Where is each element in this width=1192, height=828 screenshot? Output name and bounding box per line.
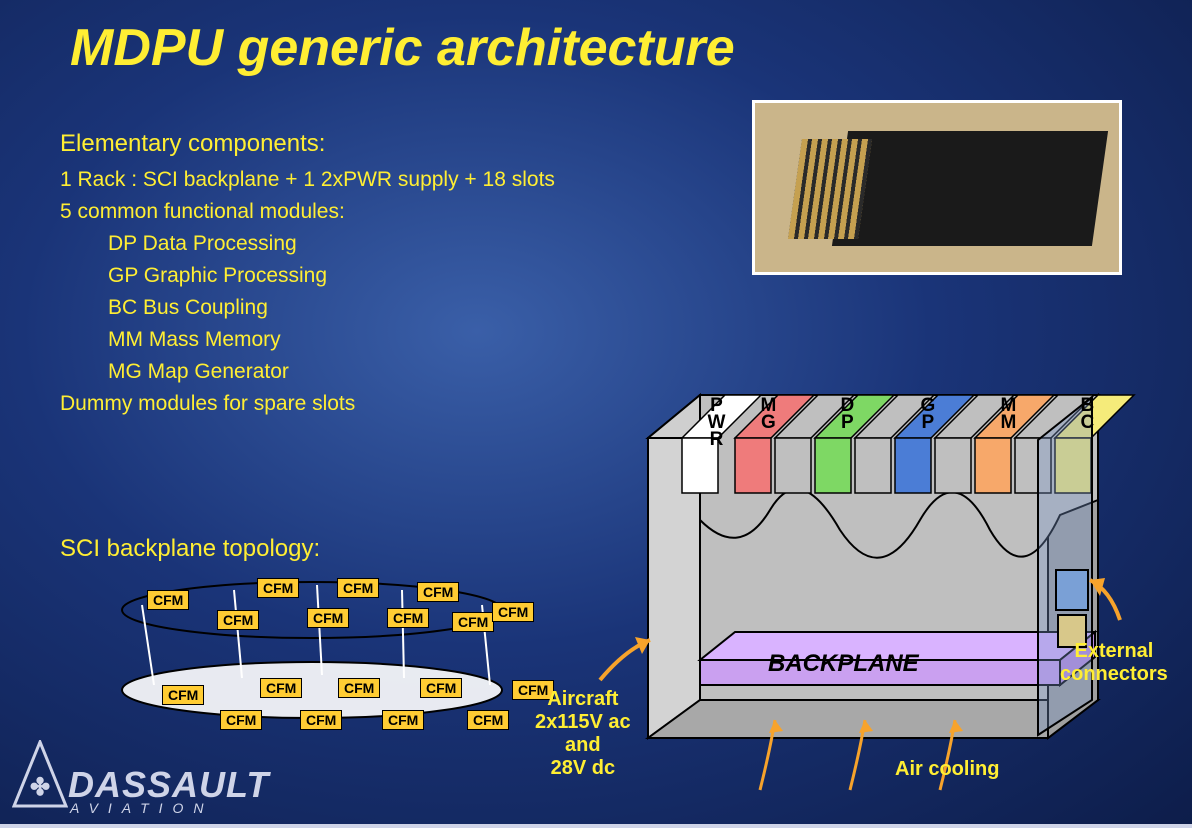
cfm-node: CFM — [220, 710, 262, 730]
annot-ext-conn: Externalconnectors — [1060, 640, 1168, 686]
cfm-node: CFM — [147, 590, 189, 610]
cfm-node: CFM — [338, 678, 380, 698]
slide-title: MDPU generic architecture — [70, 18, 735, 78]
cfm-node: CFM — [300, 710, 342, 730]
slot-label: GP — [921, 397, 936, 431]
line-rack: 1 Rack : SCI backplane + 1 2xPWR supply … — [60, 168, 580, 192]
mod-gp: GP Graphic Processing — [108, 264, 580, 288]
cfm-node: CFM — [217, 610, 259, 630]
annot-power: Aircraft2x115V acand28V dc — [535, 688, 631, 780]
slot-label: MG — [761, 397, 777, 431]
cfm-node: CFM — [382, 710, 424, 730]
mod-bc: BC Bus Coupling — [108, 296, 580, 320]
footer-line — [0, 824, 1192, 828]
heading-topology: SCI backplane topology: — [60, 535, 320, 563]
mod-mg: MG Map Generator — [108, 360, 580, 384]
slot-top — [815, 395, 894, 438]
cfm-node: CFM — [162, 685, 204, 705]
slot-label: MM — [1001, 397, 1017, 431]
cfm-node: CFM — [492, 602, 534, 622]
cfm-node: CFM — [260, 678, 302, 698]
heading-components: Elementary components: — [60, 130, 580, 158]
cfm-node: CFM — [452, 612, 494, 632]
slot-label: BC — [1081, 397, 1095, 431]
logo-triangle-icon: ✤ — [12, 740, 68, 810]
left-column: Elementary components: 1 Rack : SCI back… — [60, 130, 580, 424]
slot-label: PWR — [708, 397, 726, 448]
backplane-label: BACKPLANE — [768, 650, 919, 678]
mod-mm: MM Mass Memory — [108, 328, 580, 352]
cfm-node: CFM — [307, 608, 349, 628]
slot-top — [1055, 395, 1134, 438]
cfm-node: CFM — [337, 578, 379, 598]
mod-dp: DP Data Processing — [108, 232, 580, 256]
slot-label: DP — [841, 397, 855, 431]
cfm-node: CFM — [257, 578, 299, 598]
rack-photo — [752, 100, 1122, 275]
cfm-node: CFM — [387, 608, 429, 628]
line-dummy: Dummy modules for spare slots — [60, 392, 580, 416]
module-list: DP Data Processing GP Graphic Processing… — [60, 232, 580, 384]
line-modules: 5 common functional modules: — [60, 200, 580, 224]
cfm-node: CFM — [417, 582, 459, 602]
annot-cooling: Air cooling — [895, 758, 999, 781]
sci-ring-diagram: CFMCFMCFMCFMCFMCFMCFMCFMCFMCFMCFMCFMCFMC… — [62, 570, 492, 740]
cfm-node: CFM — [420, 678, 462, 698]
dassault-logo: ✤ DASSAULT AVIATION — [12, 764, 269, 816]
svg-text:✤: ✤ — [30, 774, 50, 801]
cfm-node: CFM — [467, 710, 509, 730]
